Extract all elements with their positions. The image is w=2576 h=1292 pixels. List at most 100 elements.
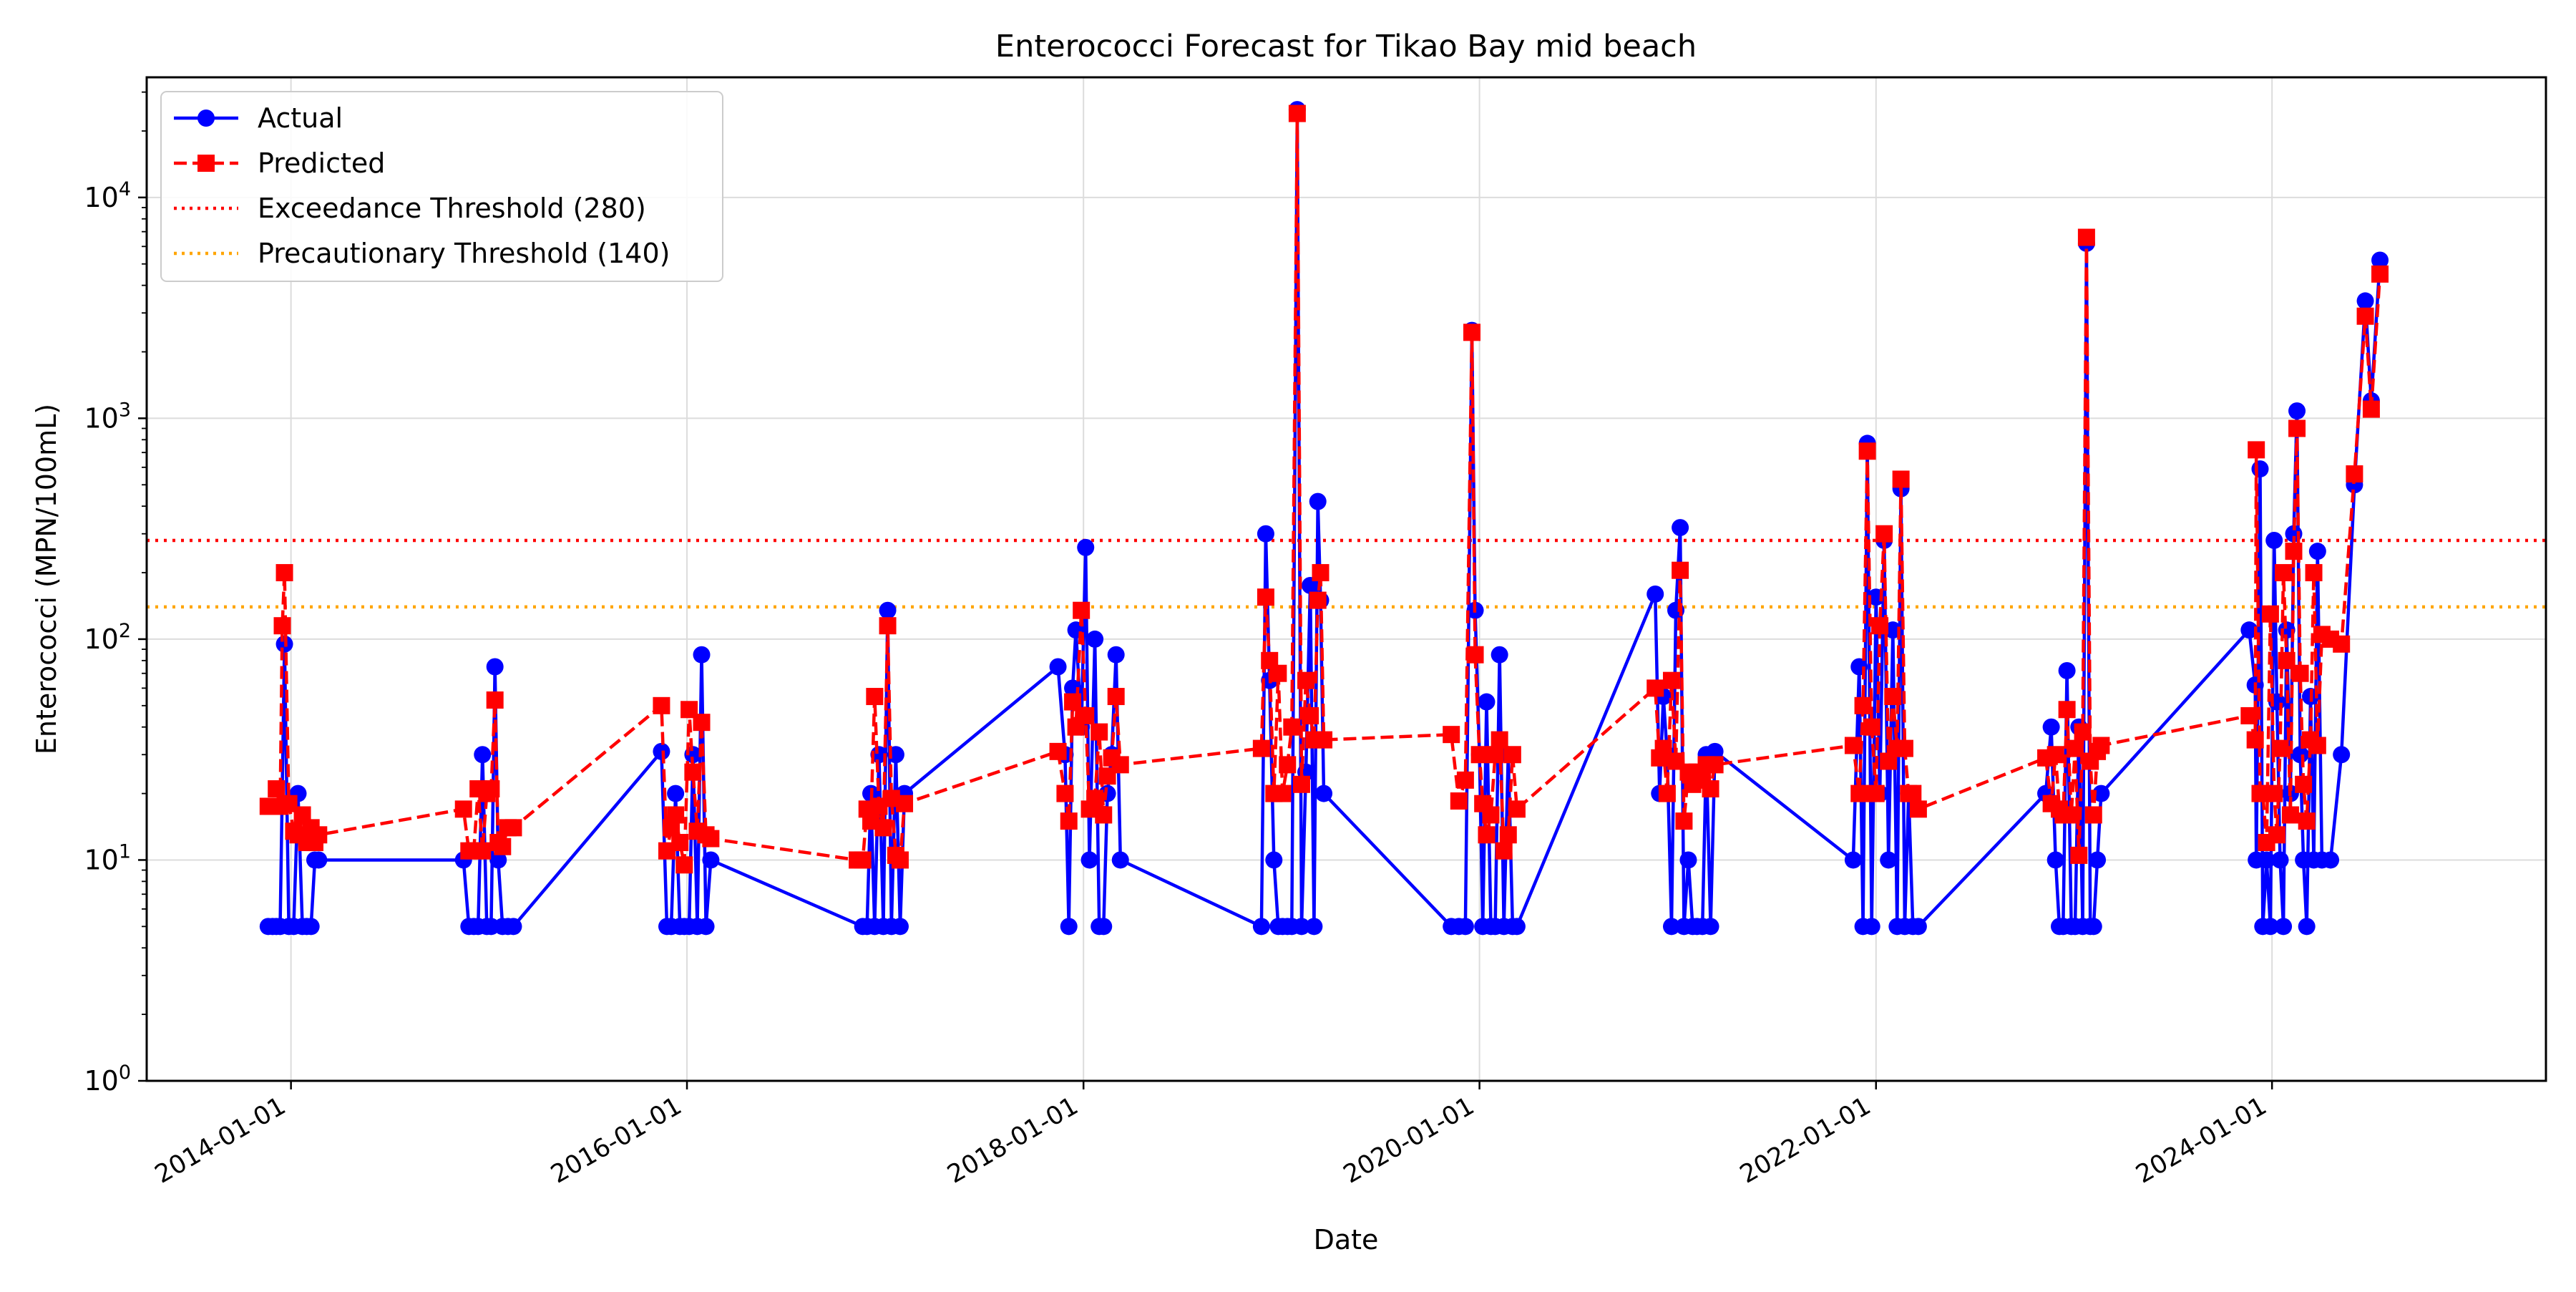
- predicted-point: [2070, 846, 2088, 864]
- predicted-point: [2271, 739, 2289, 757]
- actual-point: [1679, 851, 1697, 869]
- predicted-point: [2248, 441, 2265, 459]
- predicted-point: [1858, 442, 1876, 460]
- actual-point: [2356, 292, 2374, 310]
- actual-point: [1702, 918, 1719, 936]
- predicted-point: [1252, 739, 1270, 757]
- predicted-point: [2275, 564, 2293, 582]
- predicted-point: [874, 819, 892, 837]
- actual-point: [1257, 525, 1274, 543]
- x-tick-label: 2014-01-01: [150, 1092, 291, 1189]
- actual-point: [2258, 851, 2275, 869]
- predicted-point: [1443, 726, 1460, 744]
- data-series: [259, 101, 2389, 936]
- predicted-point: [2288, 419, 2306, 437]
- predicted-point: [273, 617, 291, 635]
- actual-point: [474, 746, 492, 764]
- actual-point: [1456, 918, 1474, 936]
- predicted-point: [866, 688, 884, 706]
- actual-point: [1491, 646, 1508, 664]
- actual-point: [2288, 402, 2306, 420]
- predicted-point: [1292, 775, 1310, 793]
- predicted-point: [1871, 617, 1889, 635]
- predicted-point: [1508, 800, 1526, 818]
- predicted-point: [1675, 812, 1693, 830]
- actual-point: [1315, 785, 1333, 802]
- actual-point: [2092, 785, 2110, 802]
- legend-marker: [197, 155, 215, 172]
- y-tick-label: 101: [84, 840, 131, 875]
- actual-point: [1508, 918, 1526, 936]
- predicted-point: [1315, 731, 1333, 749]
- predicted-point: [1470, 746, 1488, 764]
- chart-title: Enterococci Forecast for Tikao Bay mid b…: [995, 29, 1697, 64]
- predicted-point: [1257, 588, 1274, 606]
- actual-point: [1478, 693, 1496, 711]
- predicted-point: [675, 856, 693, 874]
- predicted-point: [275, 564, 293, 582]
- predicted-point: [1646, 679, 1664, 697]
- predicted-point: [1706, 756, 1724, 774]
- actual-point: [1662, 918, 1680, 936]
- predicted-point: [268, 780, 286, 798]
- legend-label: Actual: [258, 102, 343, 134]
- y-tick-label: 102: [84, 620, 131, 655]
- actual-point: [879, 601, 897, 619]
- y-tick-label: 100: [84, 1062, 131, 1097]
- predicted-point: [2291, 664, 2309, 682]
- predicted-point: [494, 837, 512, 855]
- x-axis-label: Date: [1314, 1224, 1379, 1255]
- predicted-point: [2246, 731, 2264, 749]
- predicted-point: [1478, 826, 1496, 844]
- actual-point: [1706, 742, 1724, 760]
- predicted-point: [671, 834, 689, 852]
- actual-point: [2371, 251, 2389, 269]
- predicted-point: [1279, 756, 1297, 774]
- x-tick-label: 2022-01-01: [1735, 1092, 1875, 1189]
- predicted-point: [482, 780, 500, 798]
- predicted-point: [2046, 746, 2064, 764]
- predicted-point: [486, 691, 504, 709]
- predicted-point: [1095, 806, 1113, 824]
- actual-point: [302, 918, 320, 936]
- predicted-point: [2058, 701, 2076, 719]
- predicted-point: [854, 851, 872, 869]
- predicted-point: [1111, 756, 1129, 774]
- predicted-point: [2305, 564, 2323, 582]
- actual-point: [1305, 918, 1323, 936]
- predicted-point: [2268, 826, 2285, 844]
- predicted-point: [1077, 706, 1095, 724]
- actual-point: [2275, 918, 2293, 936]
- predicted-point: [1056, 785, 1074, 802]
- predicted-point: [2077, 228, 2095, 246]
- predicted-point: [1658, 785, 1676, 802]
- predicted-point: [504, 819, 522, 837]
- predicted-point: [1863, 718, 1880, 736]
- actual-point: [1111, 851, 1129, 869]
- predicted-point: [1486, 746, 1504, 764]
- actual-point: [2240, 621, 2258, 639]
- actual-point: [1292, 918, 1310, 936]
- predicted-point: [1302, 706, 1319, 724]
- predicted-point: [2062, 806, 2080, 824]
- legend: Actual Predicted Exceedance Threshold (280…: [160, 91, 723, 282]
- predicted-point: [2261, 605, 2279, 623]
- actual-point: [2298, 918, 2316, 936]
- predicted-point: [2285, 543, 2303, 560]
- predicted-point: [1896, 739, 1913, 757]
- y-tick-label: 103: [84, 399, 131, 434]
- actual-point: [2046, 851, 2064, 869]
- predicted-point: [1274, 785, 1292, 802]
- predicted-point: [1456, 771, 1474, 789]
- actual-point: [2308, 543, 2326, 560]
- actual-point: [2265, 531, 2283, 549]
- predicted-point: [1049, 742, 1067, 760]
- actual-point: [1060, 918, 1078, 936]
- predicted-point: [653, 696, 670, 714]
- predicted-point: [1904, 785, 1922, 802]
- actual-point: [1265, 851, 1283, 869]
- actual-point: [1049, 658, 1067, 676]
- actual-point: [1080, 851, 1098, 869]
